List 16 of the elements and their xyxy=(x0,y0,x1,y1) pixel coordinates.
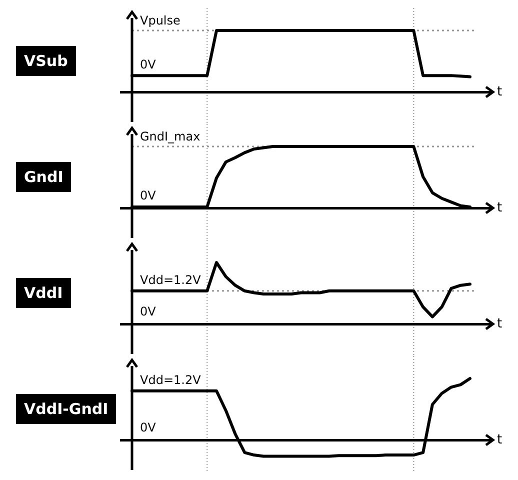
y-axis-title: VSub xyxy=(16,46,76,76)
x-axis-title: t xyxy=(497,84,502,100)
ref-line-label: GndI_max xyxy=(140,130,200,144)
x-axis-title: t xyxy=(497,316,502,332)
y-axis-title: VddI xyxy=(16,278,71,308)
ref-line-label: Vpulse xyxy=(140,14,180,28)
y-axis-title: VddI-GndI xyxy=(16,394,116,424)
y-axis-title: GndI xyxy=(16,162,72,192)
annotation: 0V xyxy=(140,420,157,434)
annotation: 0V xyxy=(140,188,157,202)
annotation: Vdd=1.2V xyxy=(140,273,202,288)
annotation: 0V xyxy=(140,304,157,318)
annotation: Vdd=1.2V xyxy=(140,372,202,387)
annotation: 0V xyxy=(140,58,157,72)
x-axis-title: t xyxy=(497,432,502,448)
x-axis-title: t xyxy=(497,200,502,216)
